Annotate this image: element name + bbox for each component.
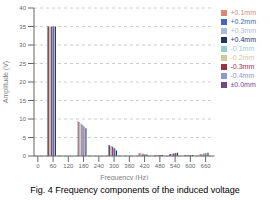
svg-text:30: 30 — [19, 42, 26, 48]
svg-text:35: 35 — [19, 24, 26, 30]
html-text:-0.3mm: -0.3mm — [230, 63, 255, 70]
svg-text:360: 360 — [124, 163, 135, 169]
svg-text:660: 660 — [201, 163, 212, 169]
svg-text:5: 5 — [23, 135, 27, 141]
svg-text:0: 0 — [23, 153, 27, 159]
html-text:-0.1mm: -0.1mm — [230, 45, 255, 52]
svg-text:Frequency (Hz): Frequency (Hz) — [100, 174, 148, 180]
html-text:-0.4mm: -0.4mm — [230, 72, 255, 79]
svg-text:540: 540 — [170, 163, 181, 169]
svg-text:300: 300 — [109, 163, 120, 169]
svg-text:480: 480 — [155, 163, 166, 169]
svg-text:60: 60 — [50, 163, 57, 169]
svg-text:420: 420 — [140, 163, 151, 169]
svg-text:40: 40 — [19, 5, 26, 11]
svg-text:20: 20 — [19, 79, 26, 85]
html-text:+0.3mm: +0.3mm — [230, 27, 256, 34]
html-text:+0.4mm: +0.4mm — [230, 36, 256, 43]
svg-text:0: 0 — [36, 163, 40, 169]
html-text:±0.0mm: ±0.0mm — [230, 81, 256, 88]
html-text:-0.2mm: -0.2mm — [230, 54, 255, 61]
html-text:Fig. 4 Frequency components of: Fig. 4 Frequency components of the induc… — [30, 185, 240, 195]
svg-text:10: 10 — [19, 116, 26, 122]
svg-text:180: 180 — [79, 163, 90, 169]
html-text:+0.2mm: +0.2mm — [230, 18, 256, 25]
svg-text:600: 600 — [185, 163, 196, 169]
svg-text:120: 120 — [63, 163, 74, 169]
svg-text:25: 25 — [19, 61, 26, 67]
svg-text:240: 240 — [94, 163, 105, 169]
html-text:+0.1mm: +0.1mm — [230, 9, 256, 16]
svg-text:15: 15 — [19, 98, 26, 104]
svg-text:Amplitude (V): Amplitude (V) — [8, 61, 10, 103]
